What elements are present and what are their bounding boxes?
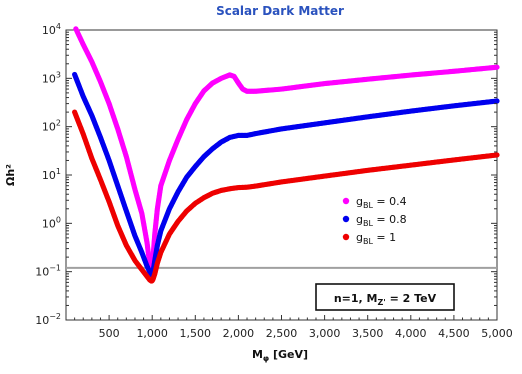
data-point xyxy=(494,64,500,70)
y-tick-label: 101 xyxy=(42,167,61,182)
x-tick-label: 1,000 xyxy=(136,327,168,340)
data-point xyxy=(494,98,500,104)
y-tick-label: 104 xyxy=(42,22,61,37)
legend-label: gBL = 0.8 xyxy=(356,213,407,228)
x-tick-label: 5,000 xyxy=(481,327,513,340)
data-point xyxy=(494,152,500,158)
annotation-text: n=1, MZ' = 2 TeV xyxy=(334,292,437,307)
legend-marker xyxy=(342,215,350,223)
x-tick-label: 500 xyxy=(99,327,120,340)
series-1 xyxy=(72,71,500,278)
y-tick-label: 100 xyxy=(42,215,61,230)
y-tick-label: 10−2 xyxy=(35,312,61,327)
x-axis-title: Mφ [GeV] xyxy=(252,348,308,363)
legend-marker xyxy=(342,197,350,205)
legend-marker xyxy=(342,233,350,241)
chart-title: Scalar Dark Matter xyxy=(216,4,344,18)
y-tick-label: 10−1 xyxy=(35,264,61,279)
y-tick-label: 103 xyxy=(42,70,61,85)
x-tick-label: 2,500 xyxy=(266,327,298,340)
x-tick-label: 3,500 xyxy=(352,327,384,340)
x-tick-label: 1,500 xyxy=(180,327,212,340)
y-tick-label: 102 xyxy=(42,119,61,134)
y-axis-title: Ωh² xyxy=(4,164,17,186)
series-0 xyxy=(73,26,500,277)
x-tick-label: 4,500 xyxy=(438,327,470,340)
legend-label: gBL = 0.4 xyxy=(356,195,407,210)
x-tick-label: 2,000 xyxy=(223,327,255,340)
legend: gBL = 0.4 gBL = 0.8 gBL = 1 xyxy=(342,195,407,246)
x-tick-label: 4,000 xyxy=(395,327,427,340)
legend-label: gBL = 1 xyxy=(356,231,396,246)
x-tick-label: 3,000 xyxy=(309,327,341,340)
series-2 xyxy=(72,109,500,284)
annotation-box: n=1, MZ' = 2 TeV xyxy=(315,283,455,311)
